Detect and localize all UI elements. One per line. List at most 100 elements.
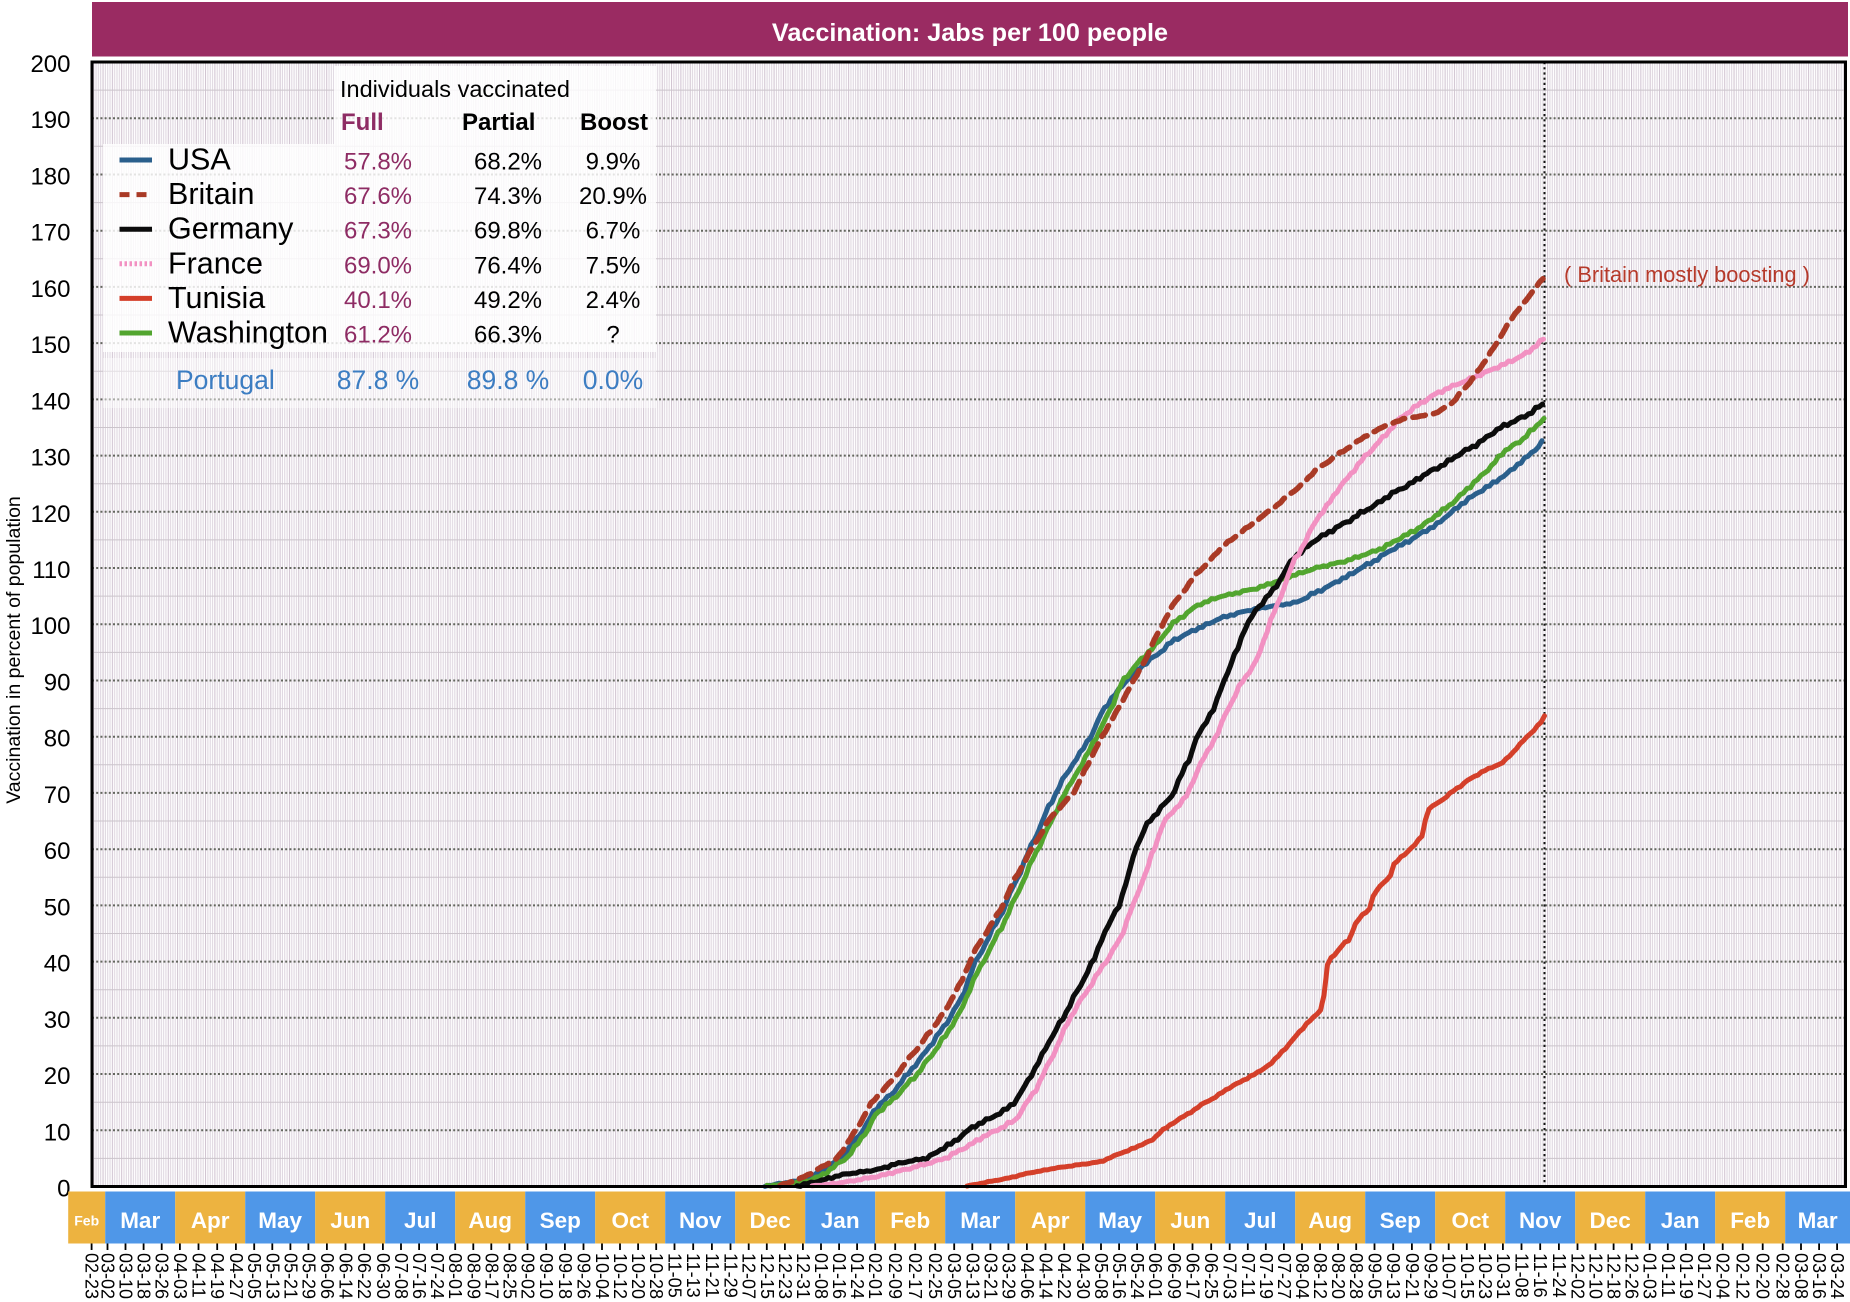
svg-text:10-31: 10-31: [1493, 1253, 1513, 1299]
svg-text:06-22: 06-22: [354, 1253, 374, 1299]
svg-text:11-29: 11-29: [721, 1253, 741, 1298]
svg-text:170: 170: [30, 220, 70, 247]
svg-text:7.5%: 7.5%: [586, 252, 641, 279]
svg-text:04-19: 04-19: [207, 1253, 227, 1299]
svg-text:May: May: [258, 1208, 302, 1233]
svg-text:90: 90: [44, 670, 71, 697]
svg-text:02-17: 02-17: [905, 1253, 925, 1299]
svg-text:Mar: Mar: [120, 1208, 160, 1233]
svg-text:150: 150: [30, 332, 70, 359]
svg-text:12-10: 12-10: [1586, 1253, 1606, 1299]
svg-text:11-16: 11-16: [1530, 1253, 1550, 1298]
svg-text:07-27: 07-27: [1274, 1253, 1294, 1299]
svg-text:12-15: 12-15: [757, 1253, 777, 1299]
svg-text:01-08: 01-08: [811, 1253, 831, 1299]
svg-text:06-09: 06-09: [1164, 1253, 1184, 1299]
svg-text:May: May: [1098, 1208, 1142, 1233]
svg-text:12-07: 12-07: [739, 1253, 759, 1299]
svg-text:Boost: Boost: [580, 109, 648, 136]
svg-text:03-18: 03-18: [134, 1253, 154, 1299]
svg-text:01-11: 01-11: [1658, 1253, 1678, 1298]
svg-text:09-05: 09-05: [1365, 1253, 1385, 1299]
svg-text:08-01: 08-01: [445, 1253, 465, 1299]
svg-text:Nov: Nov: [1519, 1208, 1562, 1233]
svg-text:05-29: 05-29: [298, 1253, 318, 1299]
svg-text:09-26: 09-26: [574, 1253, 594, 1299]
svg-text:07-16: 07-16: [409, 1253, 429, 1299]
svg-text:07-08: 07-08: [391, 1253, 411, 1299]
svg-text:08-09: 08-09: [463, 1253, 483, 1299]
svg-text:Vaccination in percent of popu: Vaccination in percent of population: [3, 496, 25, 804]
svg-text:04-30: 04-30: [1073, 1253, 1093, 1299]
svg-text:Individuals vaccinated: Individuals vaccinated: [340, 76, 570, 102]
svg-text:Oct: Oct: [1451, 1208, 1489, 1233]
svg-text:04-11: 04-11: [189, 1253, 209, 1298]
svg-text:100: 100: [30, 613, 70, 640]
svg-text:02-25: 02-25: [925, 1253, 945, 1299]
svg-text:08-04: 08-04: [1292, 1253, 1312, 1299]
svg-text:05-05: 05-05: [244, 1253, 264, 1299]
svg-text:120: 120: [30, 501, 70, 528]
svg-text:Jul: Jul: [404, 1208, 437, 1233]
svg-text:05-24: 05-24: [1127, 1253, 1147, 1299]
svg-text:Germany: Germany: [168, 212, 294, 246]
svg-text:Feb: Feb: [890, 1208, 930, 1233]
svg-text:2.4%: 2.4%: [586, 287, 641, 314]
svg-text:02-04: 02-04: [1713, 1253, 1733, 1299]
svg-text:01-16: 01-16: [829, 1253, 849, 1299]
svg-text:08-12: 08-12: [1310, 1253, 1330, 1299]
svg-text:0: 0: [57, 1176, 70, 1203]
svg-text:07-11: 07-11: [1238, 1253, 1258, 1298]
svg-text:60: 60: [44, 838, 71, 865]
svg-text:76.4%: 76.4%: [474, 252, 542, 279]
svg-text:03-05: 03-05: [944, 1253, 964, 1299]
svg-text:04-22: 04-22: [1054, 1253, 1074, 1299]
svg-text:74.3%: 74.3%: [474, 183, 542, 210]
svg-text:180: 180: [30, 164, 70, 191]
svg-text:Mar: Mar: [1798, 1208, 1838, 1233]
svg-text:66.3%: 66.3%: [474, 322, 542, 349]
svg-text:11-05: 11-05: [665, 1253, 685, 1298]
svg-text:03-13: 03-13: [962, 1253, 982, 1299]
svg-text:89.8 %: 89.8 %: [467, 365, 550, 395]
svg-text:67.3%: 67.3%: [344, 218, 412, 245]
svg-text:04-14: 04-14: [1036, 1253, 1056, 1299]
svg-text:03-10: 03-10: [116, 1253, 136, 1299]
svg-text:08-20: 08-20: [1328, 1253, 1348, 1299]
svg-text:( Britain mostly boosting ): ( Britain mostly boosting ): [1564, 262, 1810, 287]
svg-text:02-20: 02-20: [1753, 1253, 1773, 1299]
svg-text:140: 140: [30, 388, 70, 415]
svg-text:12-31: 12-31: [793, 1253, 813, 1299]
svg-text:Dec: Dec: [1590, 1208, 1631, 1233]
svg-text:07-03: 07-03: [1220, 1253, 1240, 1299]
svg-text:01-03: 01-03: [1640, 1253, 1660, 1299]
svg-text:02-28: 02-28: [1773, 1253, 1793, 1299]
svg-text:190: 190: [30, 107, 70, 134]
svg-text:67.6%: 67.6%: [344, 183, 412, 210]
svg-text:Sep: Sep: [1380, 1208, 1421, 1233]
svg-text:11-13: 11-13: [683, 1253, 703, 1298]
svg-text:07-24: 07-24: [427, 1253, 447, 1299]
svg-text:10-20: 10-20: [628, 1253, 648, 1299]
svg-text:12-23: 12-23: [775, 1253, 795, 1299]
svg-text:06-17: 06-17: [1183, 1253, 1203, 1299]
svg-text:40.1%: 40.1%: [344, 287, 412, 314]
svg-text:03-26: 03-26: [152, 1253, 172, 1299]
svg-text:12-02: 12-02: [1568, 1253, 1588, 1299]
svg-text:09-10: 09-10: [536, 1253, 556, 1299]
svg-text:Aug: Aug: [1308, 1208, 1352, 1233]
svg-text:Feb: Feb: [1730, 1208, 1770, 1233]
svg-text:10-07: 10-07: [1439, 1253, 1459, 1299]
svg-text:200: 200: [30, 51, 70, 78]
svg-text:50: 50: [44, 894, 71, 921]
svg-text:06-06: 06-06: [317, 1253, 337, 1299]
svg-text:9.9%: 9.9%: [586, 149, 641, 176]
svg-text:09-13: 09-13: [1383, 1253, 1403, 1299]
svg-text:Full: Full: [341, 109, 384, 136]
svg-text:10-15: 10-15: [1457, 1253, 1477, 1299]
svg-text:09-29: 09-29: [1421, 1253, 1441, 1299]
svg-text:Oct: Oct: [611, 1208, 649, 1233]
svg-text:03-24: 03-24: [1827, 1253, 1847, 1299]
svg-text:05-16: 05-16: [1109, 1253, 1129, 1299]
svg-text:Portugal: Portugal: [176, 365, 275, 395]
